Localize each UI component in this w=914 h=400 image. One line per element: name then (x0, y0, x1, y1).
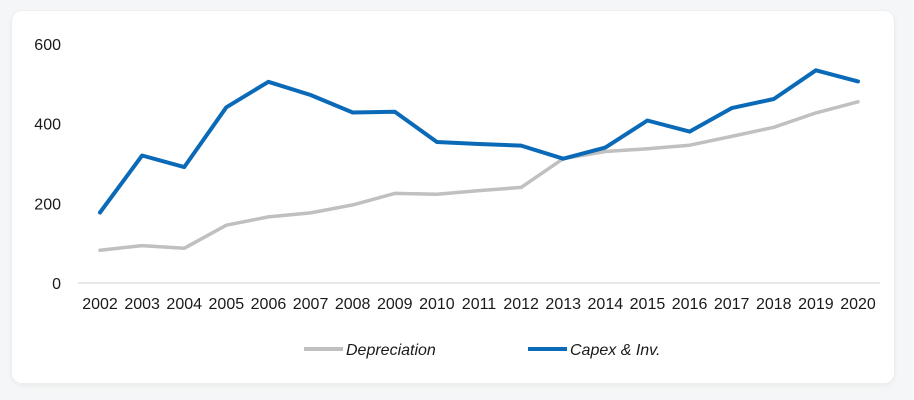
x-tick-label: 2012 (503, 296, 539, 313)
data-point-capex-inv (435, 140, 439, 144)
x-tick-label: 2017 (714, 296, 750, 313)
data-point-depreciation (519, 185, 523, 189)
data-point-capex-inv (224, 105, 228, 109)
y-tick-label: 0 (52, 276, 61, 293)
data-point-capex-inv (393, 110, 397, 114)
x-tick-label: 2016 (672, 296, 708, 313)
data-point-capex-inv (856, 79, 860, 83)
data-point-capex-inv (309, 93, 313, 97)
data-point-capex-inv (730, 106, 734, 110)
y-tick-label: 400 (34, 117, 61, 134)
x-tick-label: 2011 (462, 296, 497, 313)
legend-label-depreciation: Depreciation (346, 342, 436, 359)
data-point-depreciation (856, 100, 860, 104)
data-point-capex-inv (561, 157, 565, 161)
data-point-depreciation (814, 111, 818, 115)
series-line-capex-inv (98, 68, 860, 215)
data-point-depreciation (182, 246, 186, 250)
x-tick-label: 2019 (798, 296, 834, 313)
x-tick-label: 2010 (419, 296, 455, 313)
data-point-capex-inv (477, 142, 481, 146)
chart-card (12, 11, 894, 383)
x-tick-label: 2002 (82, 296, 118, 313)
data-point-capex-inv (688, 130, 692, 134)
data-point-capex-inv (772, 97, 776, 101)
data-point-depreciation (140, 244, 144, 248)
data-point-capex-inv (814, 68, 818, 72)
data-point-depreciation (772, 125, 776, 129)
x-tick-label: 2015 (630, 296, 666, 313)
x-tick-label: 2009 (377, 296, 413, 313)
data-point-depreciation (603, 150, 607, 154)
data-point-capex-inv (351, 111, 355, 115)
legend: Depreciation Capex & Inv. (304, 342, 660, 359)
series-line-depreciation (98, 100, 860, 253)
data-point-capex-inv (98, 210, 102, 214)
x-tick-label: 2018 (756, 296, 792, 313)
x-tick-label: 2014 (588, 296, 624, 313)
data-point-depreciation (477, 189, 481, 193)
data-point-capex-inv (519, 144, 523, 148)
y-axis: 0 200 400 600 (34, 37, 61, 293)
data-point-capex-inv (603, 146, 607, 150)
data-point-depreciation (435, 192, 439, 196)
x-tick-label: 2020 (840, 296, 876, 313)
x-tick-label: 2003 (124, 296, 160, 313)
x-tick-label: 2005 (209, 296, 245, 313)
data-point-depreciation (645, 147, 649, 151)
data-point-depreciation (224, 223, 228, 227)
data-point-capex-inv (266, 80, 270, 84)
data-point-capex-inv (182, 165, 186, 169)
data-point-depreciation (309, 211, 313, 215)
series-layer (98, 68, 860, 253)
data-point-depreciation (688, 143, 692, 147)
y-tick-label: 200 (34, 196, 61, 213)
x-axis: 2002 2003 2004 2005 2006 2007 2008 2009 2010 2011… (82, 296, 876, 313)
data-point-depreciation (351, 203, 355, 207)
data-point-capex-inv (645, 118, 649, 122)
x-tick-label: 2008 (335, 296, 371, 313)
data-point-capex-inv (140, 154, 144, 158)
y-tick-label: 600 (34, 37, 61, 54)
x-tick-label: 2013 (545, 296, 581, 313)
x-tick-label: 2007 (293, 296, 329, 313)
data-point-depreciation (266, 215, 270, 219)
data-point-depreciation (730, 134, 734, 138)
data-point-depreciation (98, 248, 102, 252)
data-point-depreciation (393, 191, 397, 195)
legend-label-capex-inv: Capex & Inv. (570, 342, 660, 359)
x-tick-label: 2004 (166, 296, 202, 313)
x-tick-label: 2006 (251, 296, 287, 313)
